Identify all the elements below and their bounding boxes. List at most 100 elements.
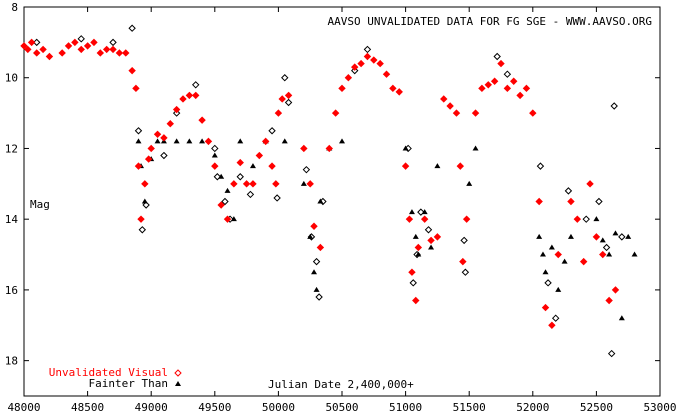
y-tick-label: 18 bbox=[5, 355, 18, 368]
y-tick-label: 14 bbox=[5, 213, 19, 226]
x-tick-label: 50000 bbox=[262, 401, 295, 414]
fainter-than-point bbox=[135, 138, 142, 144]
visual-point bbox=[405, 215, 414, 223]
visual-point bbox=[376, 59, 384, 68]
visual-point bbox=[456, 162, 465, 170]
visual-point bbox=[529, 109, 537, 117]
fainter-than-point bbox=[300, 180, 307, 186]
visual-point bbox=[141, 180, 149, 188]
visual-point bbox=[90, 38, 98, 47]
visual-point bbox=[278, 95, 286, 103]
other-point bbox=[424, 226, 433, 234]
visual-point bbox=[510, 77, 518, 85]
x-axis: 48000 48500 49000 49500 50000 50500 51000 51500… bbox=[7, 7, 677, 414]
fainter-than-point bbox=[625, 233, 632, 239]
visual-point bbox=[420, 215, 429, 223]
visual-point bbox=[153, 130, 162, 139]
fainter-than-point bbox=[186, 138, 193, 144]
fainter-than-point bbox=[631, 251, 638, 257]
chart-title: AAVSO UNVALIDATED DATA FOR FG SGE - WWW.… bbox=[327, 15, 652, 28]
visual-point bbox=[316, 243, 325, 252]
visual-point bbox=[605, 296, 613, 305]
other-point bbox=[273, 194, 281, 202]
visual-point bbox=[446, 102, 454, 110]
other-point bbox=[281, 74, 289, 82]
visual-point bbox=[338, 84, 346, 93]
other-point bbox=[33, 38, 41, 47]
other-point bbox=[160, 151, 168, 160]
other-point bbox=[351, 66, 359, 75]
other-point bbox=[607, 349, 616, 358]
other-point bbox=[618, 233, 626, 241]
fainter-than-point bbox=[606, 251, 613, 257]
visual-point bbox=[179, 95, 187, 103]
data-points bbox=[20, 24, 638, 358]
visual-point bbox=[223, 215, 232, 223]
visual-point bbox=[134, 162, 143, 170]
other-point bbox=[213, 173, 222, 181]
visual-point bbox=[160, 134, 168, 142]
x-tick-label: 48500 bbox=[71, 401, 104, 414]
fainter-than-point bbox=[412, 233, 419, 239]
other-point bbox=[268, 127, 276, 135]
other-point bbox=[610, 102, 618, 110]
fainter-than-point bbox=[237, 138, 244, 144]
visual-point bbox=[115, 49, 124, 57]
visual-point bbox=[306, 180, 314, 188]
fainter-than-point bbox=[421, 209, 428, 215]
visual-point bbox=[230, 180, 238, 188]
visual-point bbox=[351, 63, 359, 71]
fainter-than-point bbox=[612, 230, 619, 236]
visual-point bbox=[490, 77, 499, 85]
other-point bbox=[302, 165, 311, 174]
visual-point bbox=[242, 180, 251, 188]
fainter-than-point bbox=[408, 209, 415, 215]
visual-point bbox=[27, 38, 36, 47]
visual-point bbox=[185, 91, 194, 100]
visual-point bbox=[395, 88, 403, 96]
visual-point bbox=[471, 109, 480, 117]
visual-point bbox=[412, 296, 420, 305]
other-point bbox=[602, 243, 611, 252]
fainter-than-point bbox=[224, 187, 231, 193]
y-axis: 8 10 12 14 16 18 bbox=[5, 1, 660, 368]
fainter-than-point bbox=[313, 286, 320, 292]
fainter-than-point bbox=[249, 163, 256, 169]
visual-point bbox=[132, 84, 140, 93]
x-tick-label: 52000 bbox=[516, 401, 549, 414]
visual-point bbox=[58, 49, 66, 57]
other-point bbox=[134, 127, 143, 135]
visual-point bbox=[408, 268, 416, 276]
fainter-than-point bbox=[539, 251, 546, 257]
visual-point bbox=[516, 91, 524, 100]
legend-visual-label: Unvalidated Visual bbox=[49, 366, 168, 379]
visual-point bbox=[535, 197, 543, 206]
visual-point bbox=[357, 59, 365, 68]
fainter-than-point bbox=[199, 138, 206, 144]
y-axis-label: Mag bbox=[30, 198, 50, 211]
other-point bbox=[284, 98, 293, 107]
other-point bbox=[142, 201, 150, 209]
visual-point bbox=[382, 70, 391, 78]
other-point bbox=[109, 38, 117, 47]
other-point bbox=[544, 279, 552, 287]
visual-point bbox=[567, 197, 575, 206]
x-tick-label: 52500 bbox=[580, 401, 613, 414]
visual-point bbox=[33, 49, 41, 57]
visual-point bbox=[137, 215, 145, 223]
legend-fainter-marker bbox=[175, 381, 181, 386]
visual-point bbox=[255, 151, 264, 160]
fainter-than-point bbox=[402, 145, 409, 151]
other-point bbox=[460, 236, 468, 245]
fainter-than-point bbox=[472, 145, 479, 151]
legend-visual-marker bbox=[174, 369, 182, 377]
visual-point bbox=[331, 109, 340, 117]
visual-point bbox=[452, 109, 461, 117]
other-point bbox=[192, 81, 200, 89]
y-tick-label: 10 bbox=[5, 72, 18, 85]
fainter-than-point bbox=[307, 233, 314, 239]
x-tick-label: 53000 bbox=[643, 401, 676, 414]
fainter-than-point bbox=[211, 152, 218, 158]
visual-point bbox=[217, 201, 225, 209]
other-point bbox=[221, 197, 229, 206]
